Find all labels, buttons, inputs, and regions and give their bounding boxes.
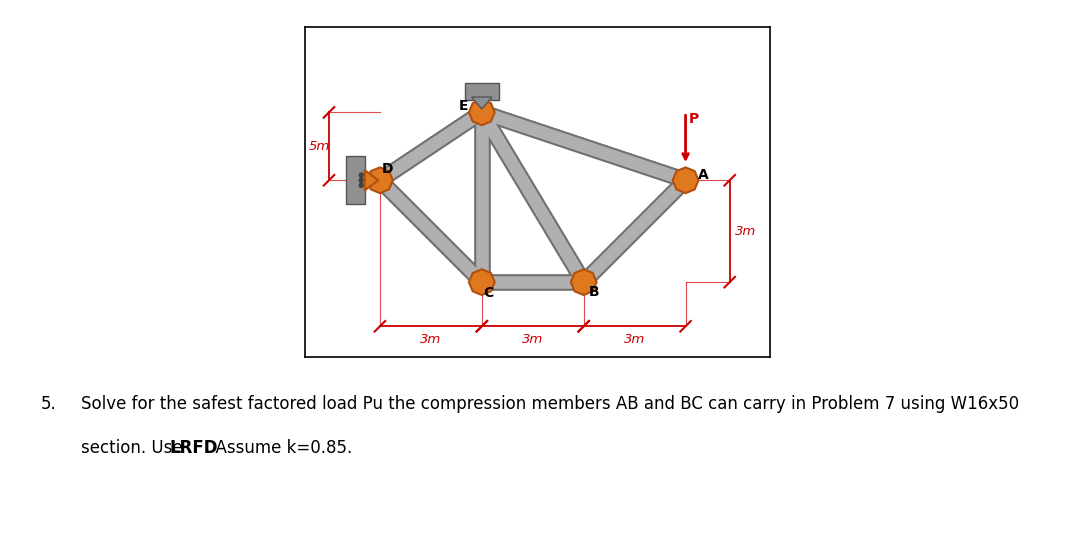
Text: P: P — [689, 111, 699, 126]
Text: B: B — [589, 285, 599, 299]
Text: D: D — [381, 163, 393, 176]
Text: . Assume k=0.85.: . Assume k=0.85. — [205, 439, 352, 457]
Text: section. Use: section. Use — [81, 439, 188, 457]
Polygon shape — [469, 99, 495, 125]
Text: 5m: 5m — [309, 140, 329, 153]
Bar — [346, 156, 365, 204]
Bar — [464, 83, 499, 100]
Polygon shape — [673, 167, 699, 193]
Text: C: C — [484, 287, 494, 300]
Text: LRFD: LRFD — [170, 439, 218, 457]
Circle shape — [360, 178, 363, 182]
Polygon shape — [469, 269, 495, 295]
Circle shape — [360, 173, 363, 177]
Polygon shape — [367, 167, 393, 193]
Polygon shape — [365, 170, 378, 191]
Text: 3m: 3m — [522, 333, 543, 346]
Polygon shape — [570, 269, 596, 295]
Text: Solve for the safest factored load Pu the compression members AB and BC can carr: Solve for the safest factored load Pu th… — [81, 395, 1020, 413]
Polygon shape — [472, 97, 492, 109]
Text: 3m: 3m — [420, 333, 442, 346]
Text: 5.: 5. — [41, 395, 57, 413]
Text: A: A — [698, 167, 708, 182]
Text: 3m: 3m — [624, 333, 645, 346]
Text: 3m: 3m — [734, 225, 756, 238]
Circle shape — [360, 183, 363, 187]
Text: E: E — [458, 99, 468, 113]
